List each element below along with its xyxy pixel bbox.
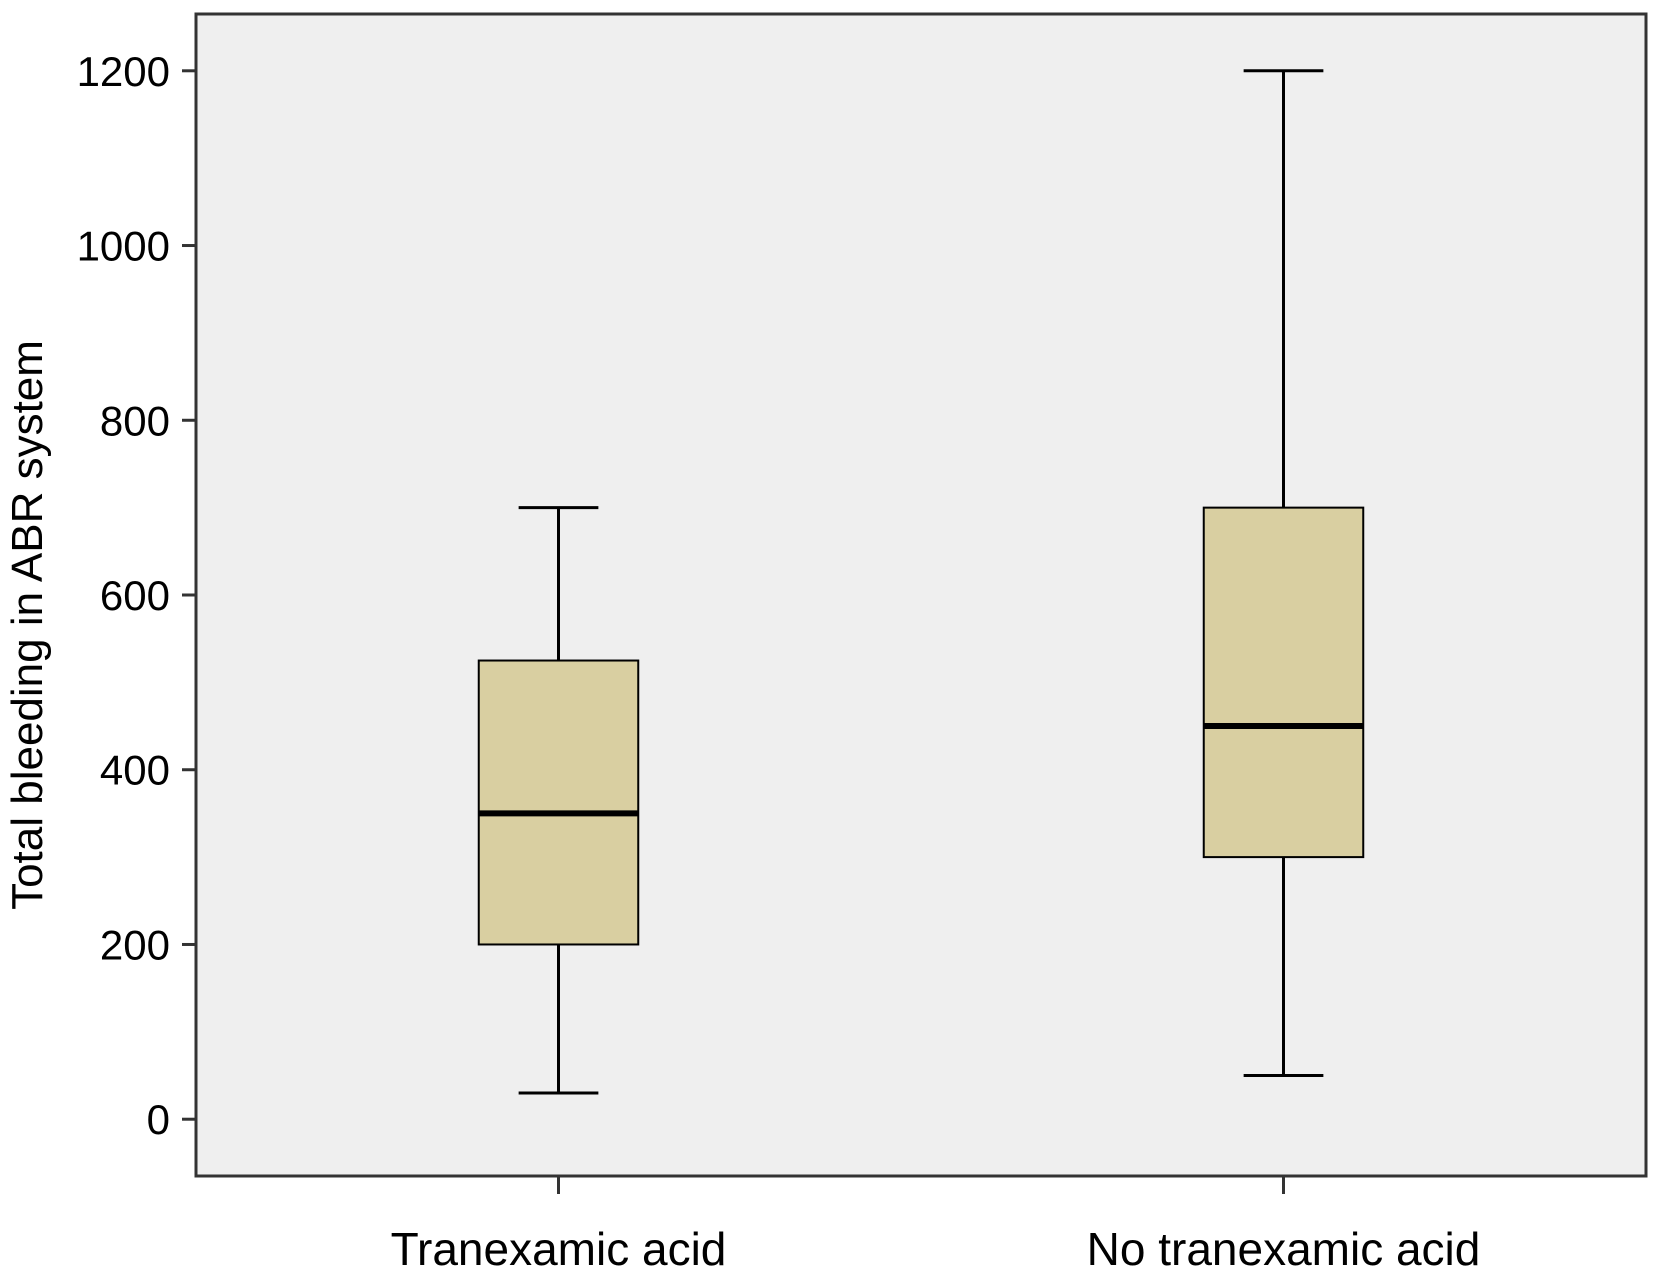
y-tick-label-0: 0 <box>147 1096 170 1143</box>
plot-area <box>194 12 1648 1178</box>
y-tick-label-1000: 1000 <box>77 223 170 270</box>
x-category-label-no-tranexamic-acid: No tranexamic acid <box>1087 1223 1481 1275</box>
x-axis: Tranexamic acid No tranexamic acid <box>391 1176 1481 1275</box>
y-tick-label-200: 200 <box>100 921 170 968</box>
y-tick-label-1200: 1200 <box>77 48 170 95</box>
y-tick-label-800: 800 <box>100 397 170 444</box>
y-axis-title: Total bleeding in ABR system <box>3 340 52 910</box>
boxes <box>477 69 1365 1095</box>
iqr-box-no-tranexamic-acid <box>1202 506 1365 859</box>
box-tranexamic-acid <box>477 506 640 1095</box>
iqr-box-tranexamic-acid <box>477 659 640 946</box>
box-no-tranexamic-acid <box>1202 69 1365 1078</box>
y-axis: 0 200 400 600 800 1000 1200 <box>77 48 196 1143</box>
y-tick-label-400: 400 <box>100 747 170 794</box>
x-category-label-tranexamic-acid: Tranexamic acid <box>391 1223 727 1275</box>
y-tick-label-600: 600 <box>100 572 170 619</box>
